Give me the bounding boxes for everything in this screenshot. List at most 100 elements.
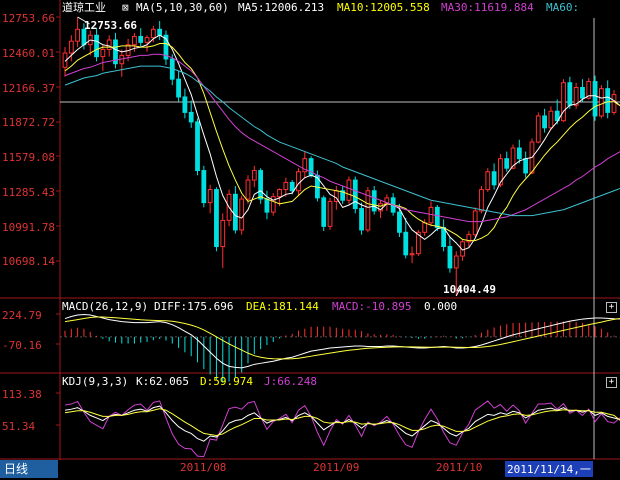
candle-body (264, 198, 270, 213)
candle-body (371, 190, 377, 212)
high-annotation: 12753.66 (84, 19, 137, 32)
ma-icon: ⊠ (122, 1, 129, 14)
candle-body (214, 189, 219, 248)
candle-body (251, 170, 257, 181)
candle-body (586, 81, 592, 99)
macd-dea: DEA:181.144 (246, 300, 319, 313)
high-pointer (77, 16, 90, 25)
candle-body (245, 179, 251, 200)
candle-body (239, 198, 245, 231)
kdj-j-line (64, 400, 620, 458)
candle-body (567, 82, 573, 106)
candle-body (176, 78, 181, 98)
candle-body (397, 211, 402, 233)
price-tick: 12753.66 (2, 12, 55, 25)
candle-body (592, 81, 598, 117)
candle-body (403, 231, 409, 256)
candle-body (447, 246, 453, 269)
kdj-k: K:62.065 (136, 375, 189, 388)
candle-body (138, 35, 144, 43)
price-tick: 11872.72 (2, 116, 55, 129)
candle-body (232, 193, 238, 231)
candle-body (195, 121, 200, 172)
candle-body (516, 147, 522, 160)
ma60-value: MA60: (546, 1, 580, 14)
date-tick: 2011/09 (313, 461, 360, 474)
kdj-panel-button[interactable]: + (606, 377, 617, 388)
candle-body (100, 48, 106, 58)
candle-body (573, 86, 579, 106)
candle-body (415, 231, 421, 255)
candle-body (220, 219, 226, 248)
period-tab-daily[interactable]: 日线 (0, 460, 58, 478)
kdj-tick: 113.38 (2, 388, 42, 401)
candle-body (340, 190, 346, 201)
candle-body (485, 171, 491, 191)
macd-diff: DIFF:175.696 (154, 300, 234, 313)
candle-body (283, 181, 289, 191)
macd-value: MACD:-10.895 (332, 300, 412, 313)
price-tick: 10991.78 (2, 221, 55, 234)
macd-panel-button[interactable]: + (606, 302, 617, 313)
candle-body (359, 208, 364, 231)
kdj-title: KDJ(9,3,3) (62, 375, 129, 388)
candle-body (352, 179, 358, 210)
ma-line-ma30 (64, 53, 620, 223)
candle-body (580, 86, 585, 99)
candle-body (113, 39, 118, 65)
candle-body (68, 40, 74, 54)
price-tick: 10698.14 (2, 255, 55, 268)
candle-body (611, 94, 617, 113)
candle-body (453, 255, 459, 269)
candle-body (163, 34, 169, 60)
price-tick: 12166.37 (2, 82, 55, 95)
candle-body (296, 171, 301, 192)
price-tick: 11285.43 (2, 186, 55, 199)
candle-body (188, 111, 194, 123)
candle-body (434, 206, 440, 229)
candle-body (542, 115, 547, 129)
candle-body (94, 34, 99, 58)
candle-body (466, 234, 472, 243)
candle-body (561, 82, 566, 122)
macd-zero: 0.000 (424, 300, 458, 313)
ma-line-ma10 (64, 43, 620, 242)
kdj-j: J:66.248 (264, 375, 317, 388)
candle-body (346, 179, 352, 201)
candle-body (422, 222, 428, 233)
ma30-value: MA30:11619.884 (441, 1, 534, 14)
date-tick: 2011/08 (180, 461, 227, 474)
ma-line-ma5 (64, 34, 620, 251)
candle-body (321, 197, 327, 227)
ma10-value: MA10:12005.558 (337, 1, 430, 14)
candle-body (207, 189, 213, 204)
low-annotation: 10404.49 (443, 283, 496, 296)
candle-body (182, 96, 188, 113)
candle-body (327, 200, 333, 227)
candle-body (504, 158, 510, 169)
macd-tick: 224.79 (2, 309, 42, 322)
candle-body (365, 190, 371, 231)
candle-body (150, 28, 156, 39)
candle-body (598, 88, 604, 117)
ma5-value: MA5:12006.213 (238, 1, 325, 14)
candle-body (106, 39, 112, 50)
kdj-tick: 51.34 (2, 420, 36, 433)
index-title: 道琼工业 (62, 1, 106, 14)
candle-body (157, 28, 163, 36)
candle-body (289, 181, 295, 192)
candle-body (554, 110, 560, 122)
macd-dea-line (64, 316, 620, 360)
ma-params: MA(5,10,30,60) (136, 1, 229, 14)
candle-body (535, 115, 541, 143)
candle-body (132, 35, 137, 46)
candle-body (548, 110, 554, 129)
candle-body (498, 158, 503, 186)
candle-body (270, 196, 276, 213)
candle-body (472, 210, 478, 236)
candle-body (201, 170, 207, 204)
price-tick: 12460.01 (2, 47, 55, 60)
candle-body (258, 170, 264, 200)
price-tick: 11579.08 (2, 151, 55, 164)
